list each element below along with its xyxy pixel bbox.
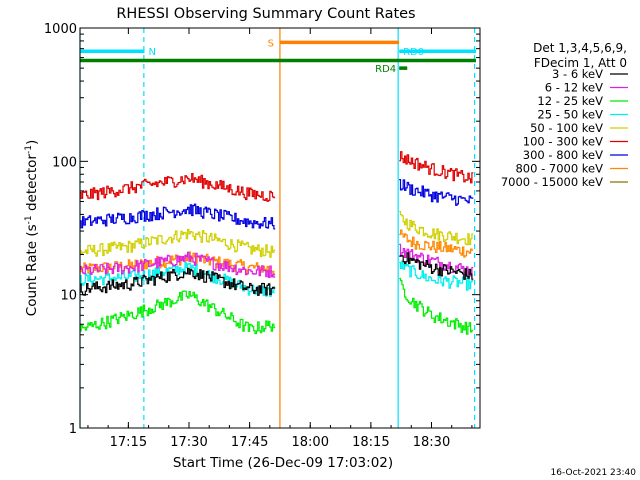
x-tick-label: 17:45: [231, 435, 268, 450]
series-3-6-kev-segment-2: [399, 252, 474, 280]
series-800-7000-kev-segment-2: [399, 229, 474, 258]
legend-label-25-50-kev: 25 - 50 keV: [537, 108, 603, 122]
x-axis: 17:15 17:30 17:45 18:00 18:15 18:30: [87, 28, 473, 450]
legend-label-50-100-kev: 50 - 100 keV: [530, 121, 603, 135]
legend-label-800-7000-kev: 800 - 7000 keV: [515, 162, 603, 176]
series-lines: [79, 151, 474, 335]
y-axis: 1 10 100 1000: [44, 22, 480, 437]
series-100-300-kev-segment-2: [399, 151, 474, 184]
series-25-50-kev-segment-2: [399, 260, 474, 291]
y-tick-label: 1: [69, 422, 77, 437]
y-tick-label: 1000: [44, 22, 77, 37]
footer-date: 16-Oct-2021 23:40: [551, 468, 637, 478]
x-tick-label: 18:00: [292, 435, 329, 450]
legend-label-7000-15000-kev: 7000 - 15000 keV: [501, 175, 603, 189]
series-300-800-kev-segment-2: [399, 179, 474, 206]
y-tick-label: 10: [60, 289, 77, 304]
y-tick-label: 100: [52, 155, 77, 170]
series-6-12-kev-segment-2: [399, 243, 474, 277]
x-axis-label: Start Time (26-Dec-09 17:03:02): [173, 455, 393, 471]
legend-label-3-6-kev: 3 - 6 keV: [552, 67, 603, 81]
series-50-100-kev-segment-1: [79, 228, 276, 258]
flag-label-rd0: RD0: [403, 47, 424, 58]
series-12-25-kev-segment-1: [79, 290, 276, 335]
flag-label-s: S: [268, 38, 274, 49]
series-3-6-kev-segment-1: [79, 267, 276, 296]
y-axis-label: Count Rate (s-1 detector-1): [24, 140, 40, 316]
x-tick-label: 17:15: [110, 435, 147, 450]
legend-label-300-800-kev: 300 - 800 keV: [523, 148, 603, 162]
series-100-300-kev-segment-1: [79, 173, 276, 202]
legend-header-1: Det 1,3,4,5,6,9,: [533, 41, 627, 55]
x-tick-label: 18:30: [413, 435, 450, 450]
chart-title: RHESSI Observing Summary Count Rates: [116, 6, 415, 22]
flag-label-n: N: [149, 47, 156, 58]
x-tick-label: 18:15: [352, 435, 389, 450]
legend-label-100-300-kev: 100 - 300 keV: [523, 135, 603, 149]
series-6-12-kev-segment-1: [79, 251, 276, 278]
legend-header-2: FDecim 1, Att 0: [534, 56, 627, 70]
x-tick-label: 17:30: [170, 435, 207, 450]
flag-bars: N S RD0 RD4: [79, 38, 476, 75]
series-12-25-kev-segment-2: [399, 277, 474, 335]
legend: Det 1,3,4,5,6,9, FDecim 1, Att 0 3 - 6 k…: [501, 41, 628, 189]
series-300-800-kev-segment-1: [79, 203, 276, 230]
legend-label-12-25-kev: 12 - 25 keV: [537, 94, 603, 108]
series-50-100-kev-segment-2: [399, 210, 474, 246]
flag-label-rd4: RD4: [375, 64, 396, 75]
plot-frame: [79, 27, 481, 429]
legend-label-6-12-kev: 6 - 12 keV: [545, 81, 603, 95]
